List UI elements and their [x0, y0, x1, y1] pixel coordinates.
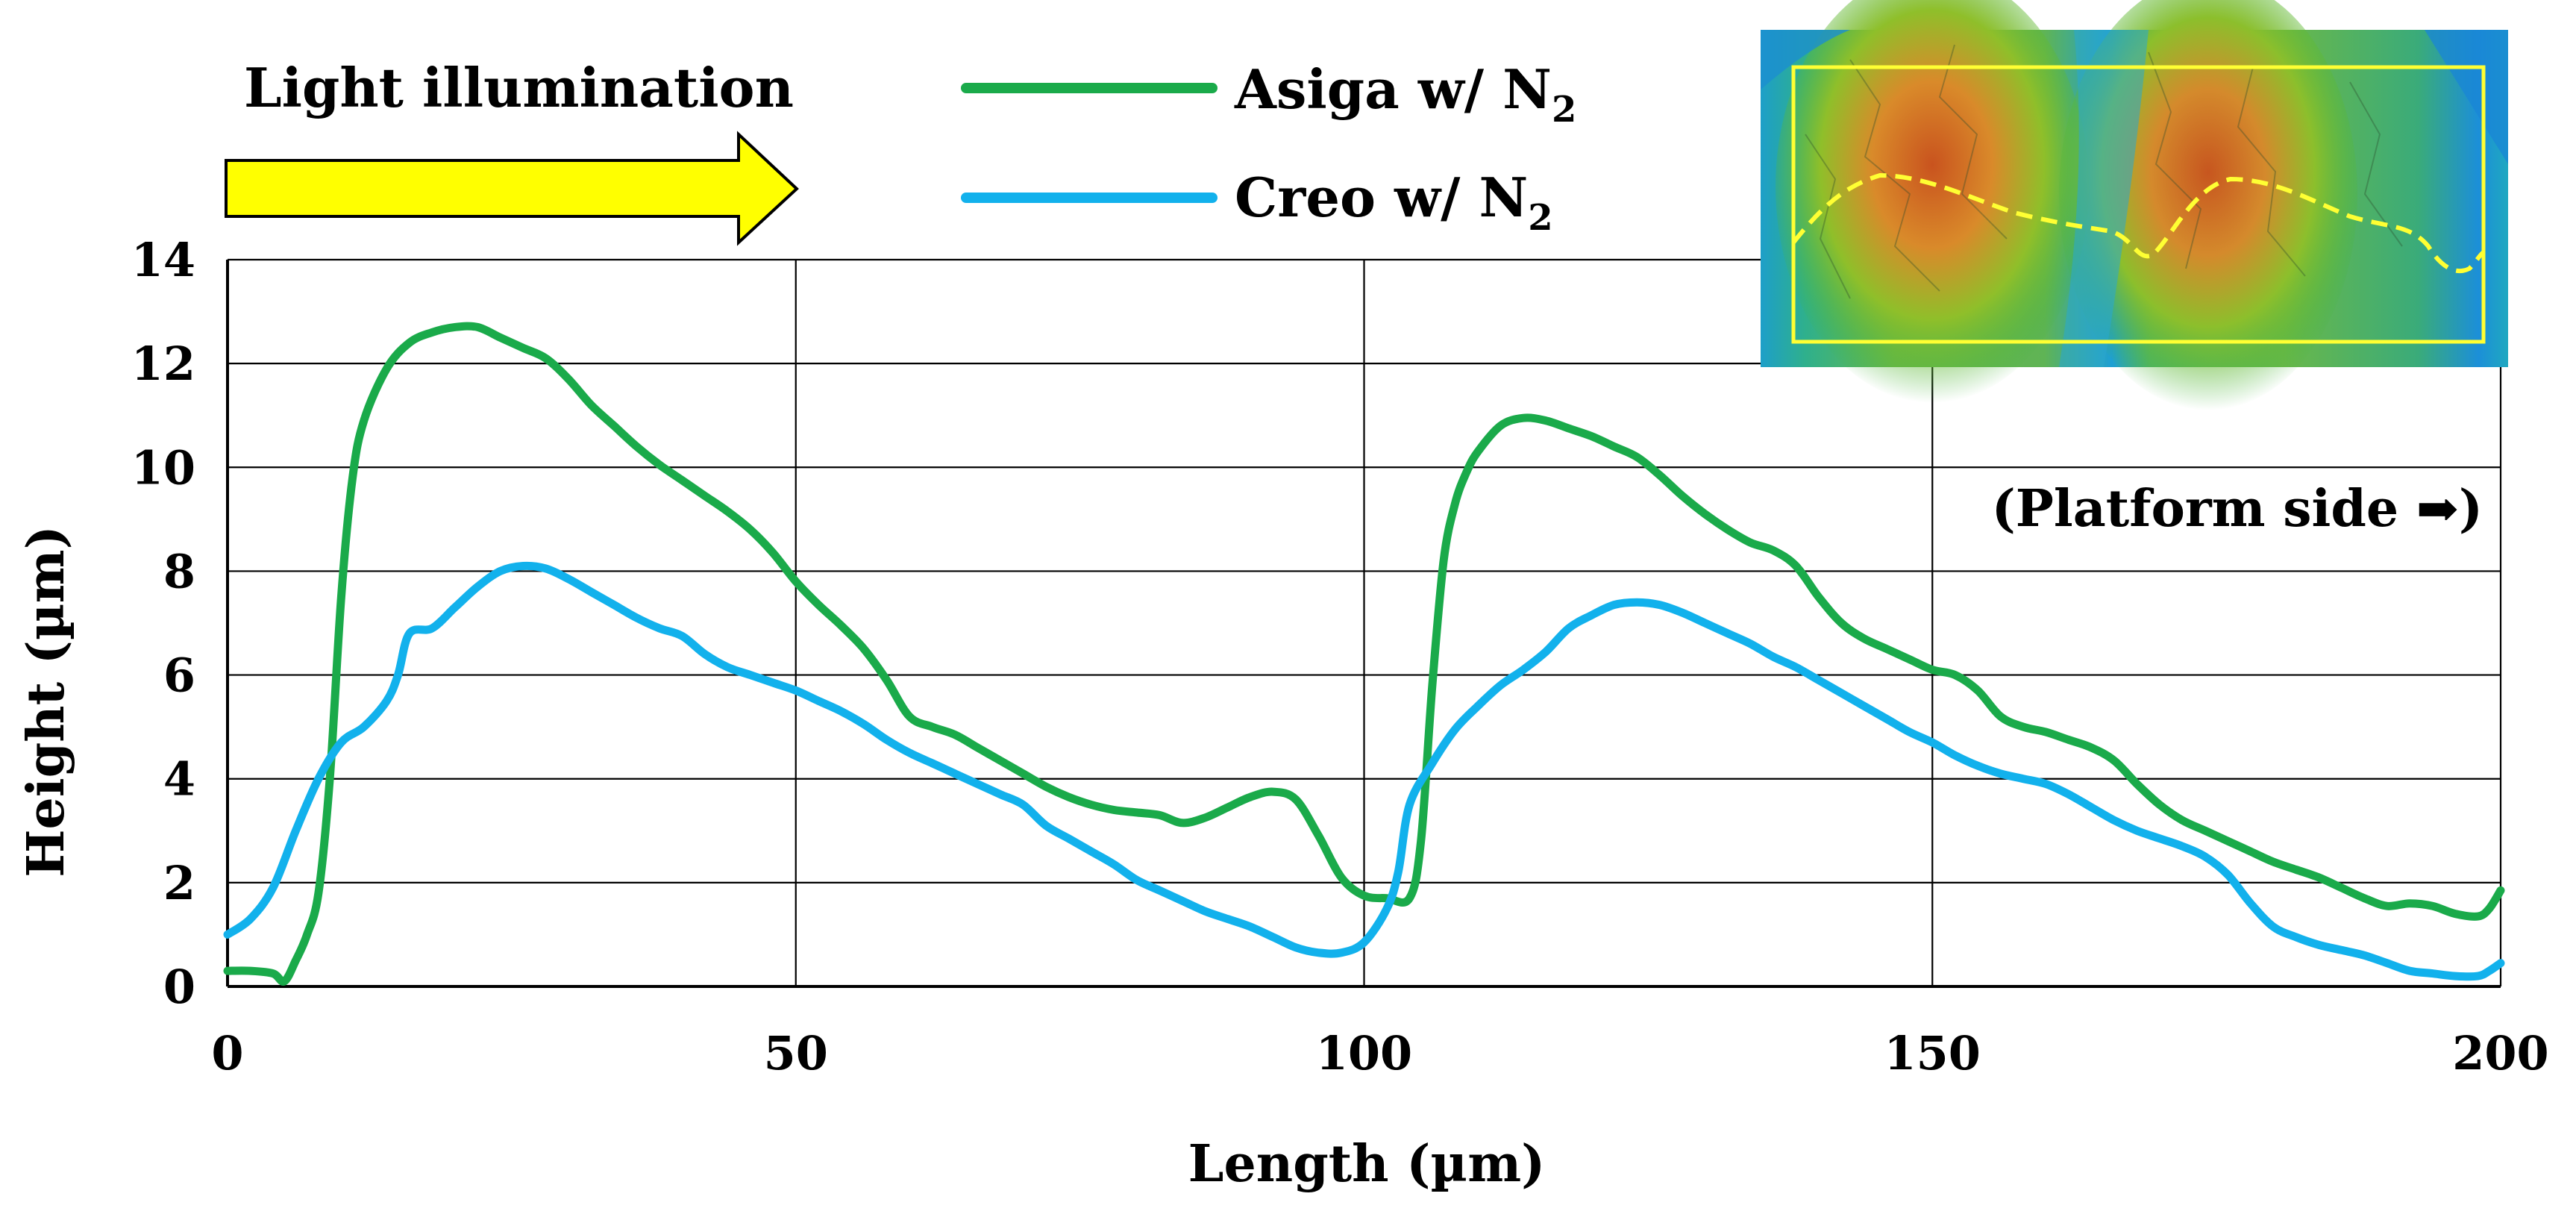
axes: [226, 260, 2501, 988]
y-tick-label: 2: [163, 856, 195, 910]
light-arrow-icon: [225, 131, 799, 246]
inset-profile-trace: [1791, 172, 2485, 274]
platform-side-note: (Platform side ➡): [1992, 479, 2483, 539]
y-axis-label: Height (µm): [16, 525, 76, 877]
y-tick-label: 0: [163, 960, 195, 1014]
x-tick-label: 0: [211, 1026, 243, 1080]
inset-outer-frame: [1791, 65, 2486, 344]
y-tick-labels: 0 2 4 6 8 10 12 14: [131, 233, 195, 1014]
light-illumination-label: Light illumination: [244, 56, 794, 119]
gridlines: [228, 258, 2502, 986]
y-tick-label: 10: [131, 440, 195, 495]
y-tick-label: 8: [163, 544, 195, 598]
x-tick-labels: 0 50 100 150 200: [211, 1026, 2548, 1080]
y-tick-label: 4: [163, 752, 195, 807]
legend-label-asiga-text: Asiga w/ N: [1234, 57, 1552, 121]
y-tick-label: 12: [131, 337, 195, 391]
y-tick-label: 14: [131, 233, 195, 287]
legend-label-creo: Creo w/ N2: [1235, 166, 1553, 239]
legend: Asiga w/ N2 Creo w/ N2: [961, 57, 1576, 239]
y-tick-label: 6: [163, 648, 195, 703]
x-tick-label: 150: [1884, 1026, 1981, 1080]
legend-label-creo-subscript: 2: [1528, 197, 1552, 239]
x-tick-label: 100: [1316, 1026, 1412, 1080]
legend-label-creo-text: Creo w/ N: [1235, 166, 1528, 229]
x-axis-label: Length (µm): [1188, 1134, 1546, 1194]
surface-profile-image-icon: [1761, 0, 2508, 410]
series-line-asiga: [223, 322, 2505, 986]
legend-label-asiga: Asiga w/ N2: [1234, 57, 1576, 131]
x-tick-label: 50: [764, 1026, 828, 1080]
legend-label-asiga-subscript: 2: [1552, 89, 1576, 131]
x-tick-label: 200: [2452, 1026, 2548, 1080]
series-line-creo: [223, 561, 2505, 981]
